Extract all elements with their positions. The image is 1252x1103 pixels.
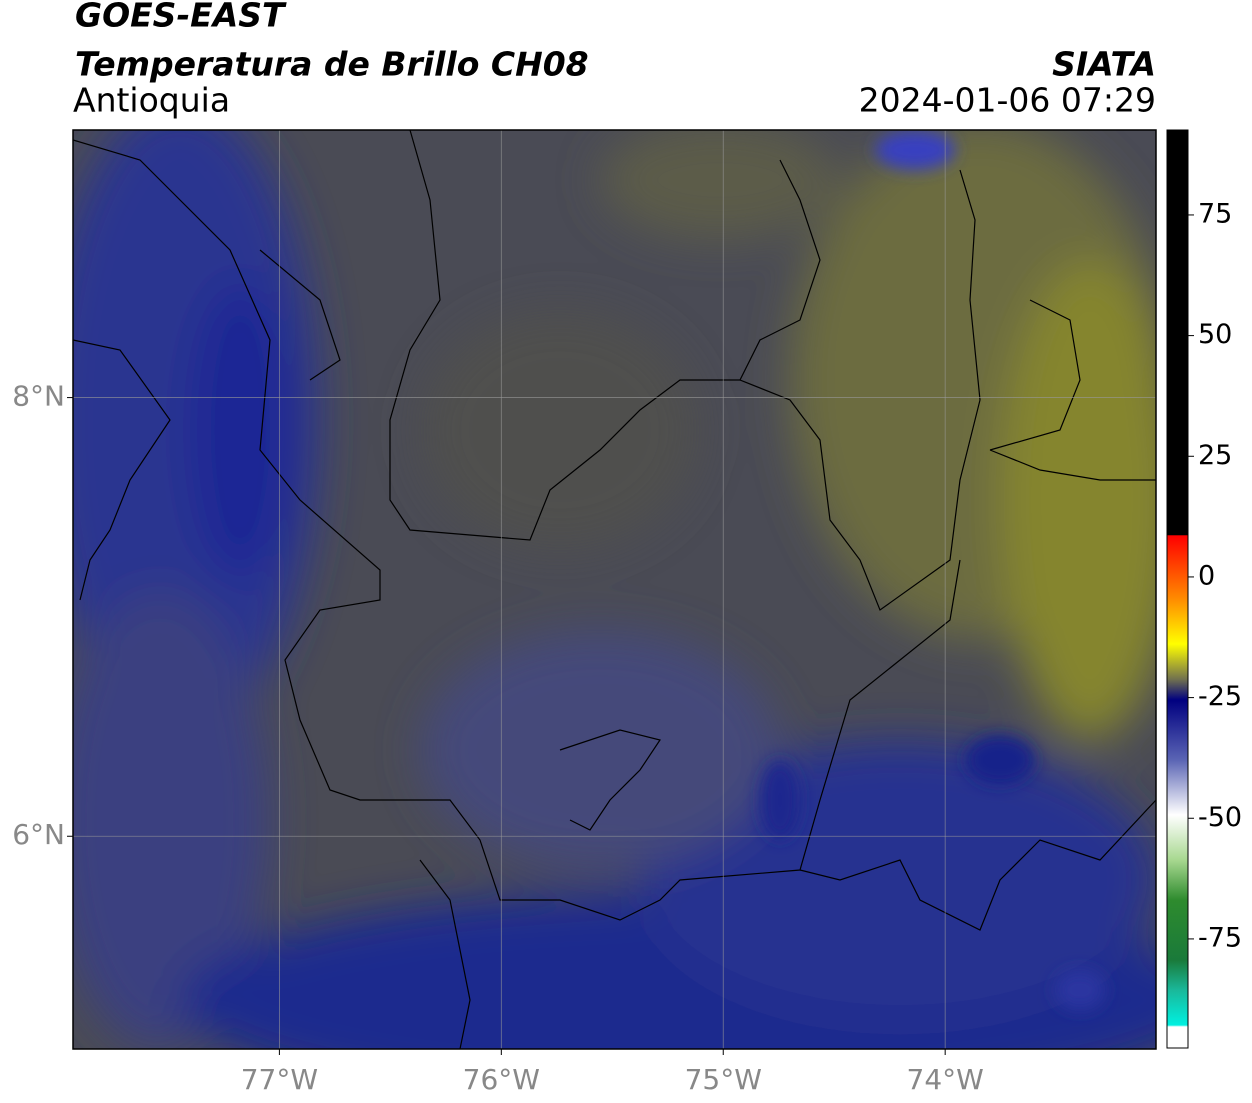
- subtitle: Temperatura de Brillo CH08: [75, 45, 589, 84]
- colorbar-tick-label: 50: [1198, 319, 1232, 350]
- colorbar-tick-label: 25: [1198, 440, 1232, 471]
- map-frame: [72, 129, 1157, 1050]
- colorbar: [1166, 129, 1189, 1049]
- colorbar-tick-label: -25: [1198, 681, 1242, 712]
- x-tick-label: 75°W: [685, 1063, 762, 1096]
- region: Antioquia: [73, 81, 230, 120]
- colorbar-tick-label: 0: [1198, 560, 1215, 591]
- x-tick-label: 77°W: [241, 1063, 318, 1096]
- datetime: 2024-01-06 07:29: [859, 81, 1156, 120]
- map-image: [73, 130, 1156, 1049]
- grid: [73, 130, 1156, 1049]
- y-tick-label: 6°N: [12, 818, 65, 851]
- colorbar-tick-label: -50: [1198, 802, 1242, 833]
- title: GOES-EAST: [75, 0, 287, 35]
- colorbar-tick-label: 75: [1198, 198, 1232, 229]
- y-tick-label: 8°N: [12, 380, 65, 413]
- colorbar-tick-label: -75: [1198, 922, 1242, 953]
- x-tick-label: 76°W: [463, 1063, 540, 1096]
- source: SIATA: [1052, 45, 1156, 84]
- x-tick-label: 74°W: [907, 1063, 984, 1096]
